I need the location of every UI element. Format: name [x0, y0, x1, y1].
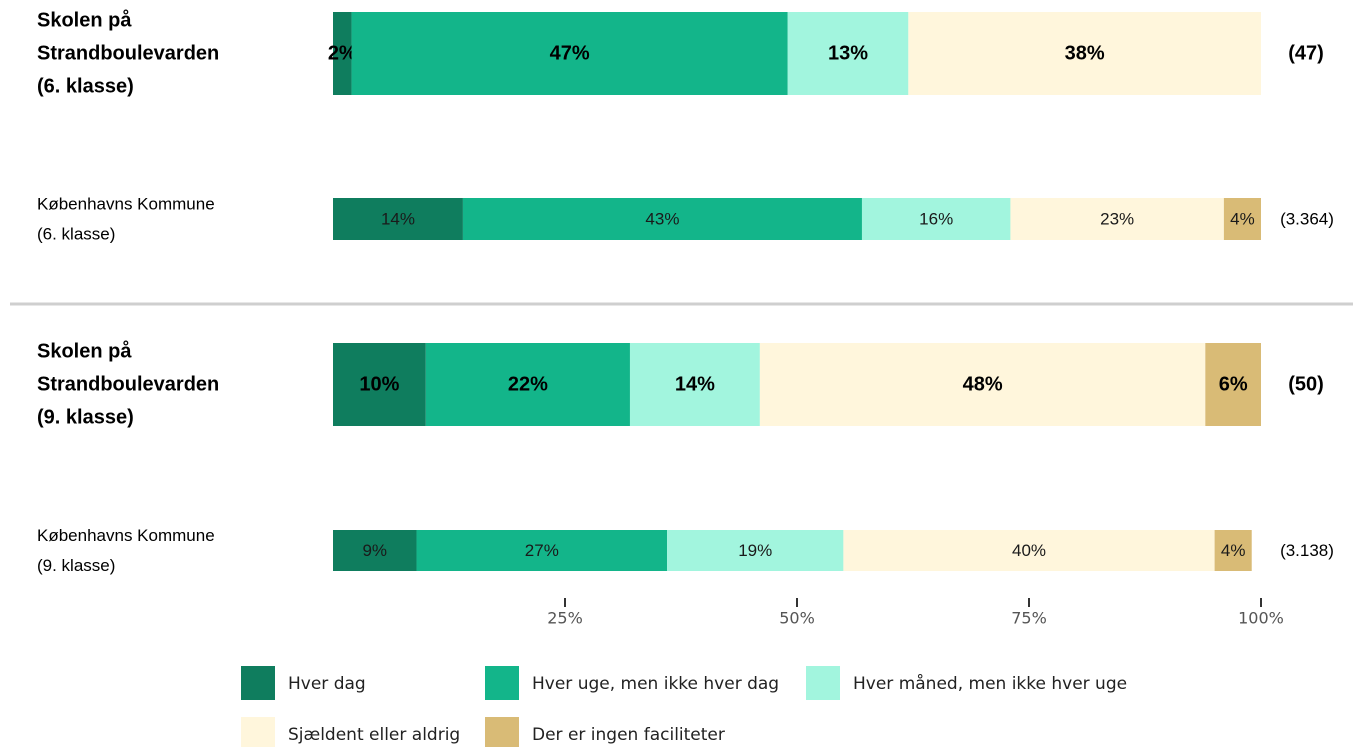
bar-segment	[759, 343, 1206, 426]
category-label: Skolen på	[37, 9, 132, 32]
bar-segment	[1205, 343, 1261, 426]
category-label: (6. klasse)	[37, 225, 115, 244]
bar-segment	[1223, 198, 1261, 240]
bar-segment	[333, 530, 417, 571]
bar-segment	[843, 530, 1215, 571]
sample-size-label: (3.138)	[1280, 541, 1334, 560]
data-label: 38%	[1065, 43, 1105, 65]
bar-segment	[629, 343, 760, 426]
data-label: 14%	[675, 374, 715, 396]
category-label: Københavns Kommune	[37, 195, 215, 214]
bar-segment	[787, 12, 909, 95]
legend-item: Der er ingen faciliteter	[485, 717, 725, 747]
legend-item: Hver uge, men ikke hver dag	[485, 666, 779, 700]
legend-swatch	[485, 717, 519, 747]
sample-size-label: (3.364)	[1280, 210, 1334, 229]
bar-row: Skolen på Strandboulevarden (9. klasse) 10%…	[37, 340, 1324, 429]
bar-segment	[333, 343, 426, 426]
category-label: Strandboulevarden	[37, 374, 219, 396]
data-label: 48%	[963, 374, 1003, 396]
bar-segment	[667, 530, 844, 571]
data-label: 40%	[1012, 541, 1046, 560]
data-label: 23%	[1100, 210, 1134, 229]
data-label: 22%	[508, 374, 548, 396]
data-label: 6%	[1219, 374, 1248, 396]
x-tick-label: 75%	[1011, 609, 1047, 628]
data-label: 16%	[919, 210, 953, 229]
data-label: 14%	[381, 210, 415, 229]
bar-segment	[908, 12, 1261, 95]
data-label: 2%	[328, 43, 357, 65]
data-label: 9%	[362, 541, 387, 560]
data-label: 27%	[525, 541, 559, 560]
data-label: 4%	[1221, 541, 1246, 560]
bar-segment	[333, 198, 463, 240]
bar-row: Skolen på Strandboulevarden (6. klasse) 2% 4…	[37, 9, 1324, 98]
legend-label: Hver dag	[288, 674, 366, 694]
bar-segment	[462, 198, 862, 240]
legend-item: Hver måned, men ikke hver uge	[806, 666, 1127, 700]
x-tick-label: 100%	[1238, 609, 1284, 628]
legend-label: Hver uge, men ikke hver dag	[532, 674, 779, 694]
legend-swatch	[241, 666, 275, 700]
legend-label: Der er ingen faciliteter	[532, 725, 725, 745]
bar-segment	[351, 12, 788, 95]
category-label: (9. klasse)	[37, 556, 115, 575]
data-label: 47%	[550, 43, 590, 65]
data-label: 13%	[828, 43, 868, 65]
x-tick-label: 25%	[547, 609, 583, 628]
category-label: Skolen på	[37, 340, 132, 363]
bar-segment	[416, 530, 668, 571]
legend: Hver dag Hver uge, men ikke hver dag Hver …	[241, 666, 1127, 747]
legend-label: Hver måned, men ikke hver uge	[853, 673, 1127, 694]
legend-item: Sjældent eller aldrig	[241, 717, 460, 747]
category-label: (9. klasse)	[37, 407, 134, 429]
category-label: (6. klasse)	[37, 76, 134, 98]
category-label: Strandboulevarden	[37, 43, 219, 65]
sample-size-label: (47)	[1288, 43, 1324, 65]
data-label: 10%	[359, 374, 399, 396]
bar-segment	[861, 198, 1011, 240]
data-label: 19%	[738, 541, 772, 560]
legend-label: Sjældent eller aldrig	[288, 725, 460, 745]
bar-segment	[425, 343, 630, 426]
bar-segment	[1010, 198, 1224, 240]
bar-row: Københavns Kommune (9. klasse) 9% 27% 19% 40%…	[37, 526, 1334, 575]
data-label: 43%	[645, 210, 679, 229]
bar-segment	[1214, 530, 1252, 571]
bar-row: Københavns Kommune (6. klasse) 14% 43% 16% 23…	[37, 195, 1334, 244]
category-label: Københavns Kommune	[37, 526, 215, 545]
sample-size-label: (50)	[1288, 374, 1324, 396]
legend-swatch	[241, 717, 275, 747]
legend-swatch	[485, 666, 519, 700]
legend-item: Hver dag	[241, 666, 366, 700]
data-label: 4%	[1230, 210, 1255, 229]
bar-segment	[333, 12, 352, 95]
x-tick-label: 50%	[779, 609, 815, 628]
legend-swatch	[806, 666, 840, 700]
